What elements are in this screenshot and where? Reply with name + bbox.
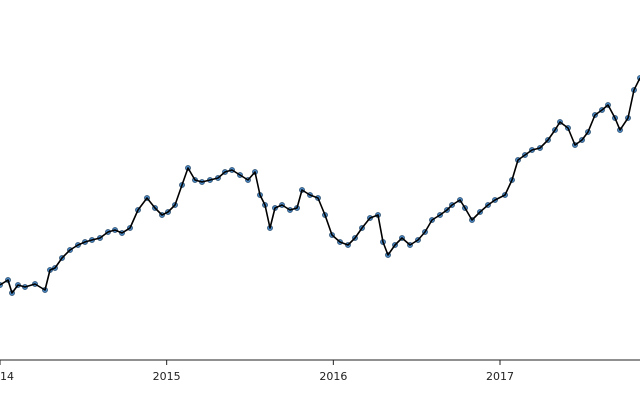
x-tick-label: 2014 — [0, 370, 14, 383]
x-tick-label: 2016 — [319, 370, 347, 383]
x-tick-label: 2017 — [486, 370, 514, 383]
line — [0, 77, 640, 294]
x-tick-label: 2015 — [153, 370, 181, 383]
